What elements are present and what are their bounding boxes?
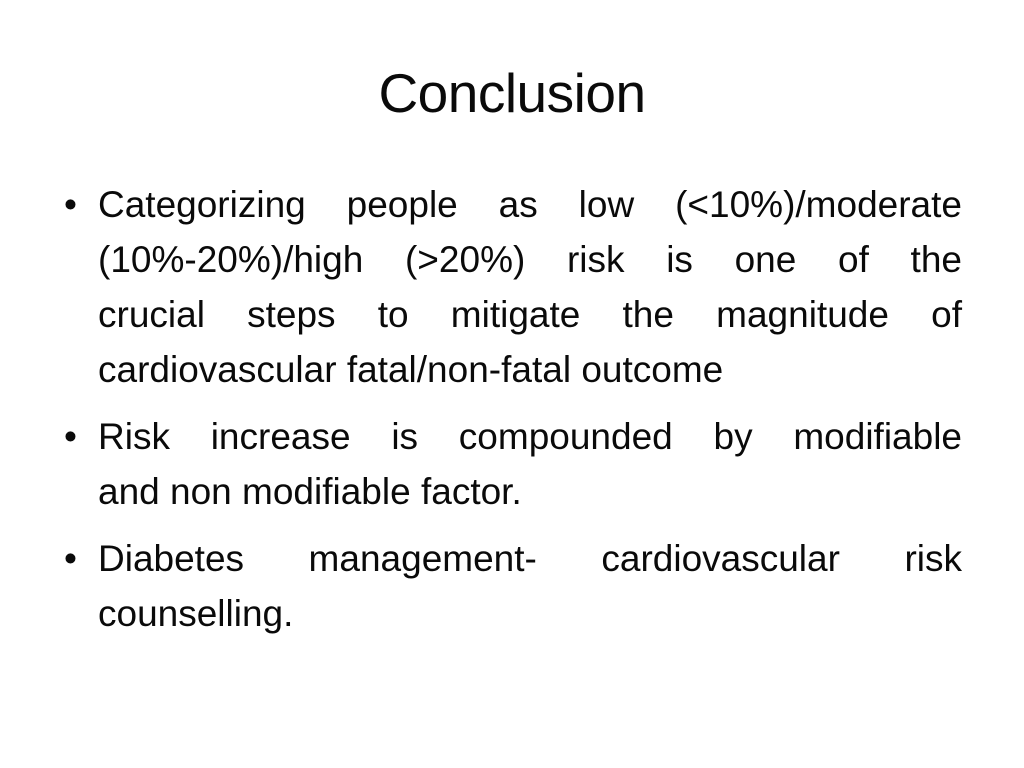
bullet-line: Risk increase is compounded by modifiabl… <box>98 416 962 458</box>
bullet-line: crucial steps to mitigate the magnitude … <box>98 294 962 336</box>
bullet-icon: • <box>64 538 77 580</box>
bullet-text: Risk increase is compounded by modifiabl… <box>98 409 962 519</box>
bullet-line: counselling. <box>98 593 294 635</box>
bullet-icon: • <box>64 184 77 226</box>
bullet-text: Categorizing people as low (<10%)/modera… <box>98 177 962 397</box>
bullet-line: Diabetes management- cardiovascular risk <box>98 538 962 580</box>
bullet-text: Diabetes management- cardiovascular risk… <box>98 531 962 641</box>
bullet-line: Categorizing people as low (<10%)/modera… <box>98 184 962 226</box>
slide-title: Conclusion <box>378 62 646 124</box>
bullet-line: cardiovascular fatal/non-fatal outcome <box>98 349 724 391</box>
bullet-item: • Risk increase is compounded by modifia… <box>62 409 962 519</box>
bullet-line: and non modifiable factor. <box>98 471 522 513</box>
bullet-icon: • <box>64 416 77 458</box>
bullet-item: • Diabetes management- cardiovascular ri… <box>62 531 962 641</box>
bullet-item: • Categorizing people as low (<10%)/mode… <box>62 177 962 397</box>
bullet-list: • Categorizing people as low (<10%)/mode… <box>0 125 1024 641</box>
bullet-line: (10%-20%)/high (>20%) risk is one of the <box>98 239 962 281</box>
